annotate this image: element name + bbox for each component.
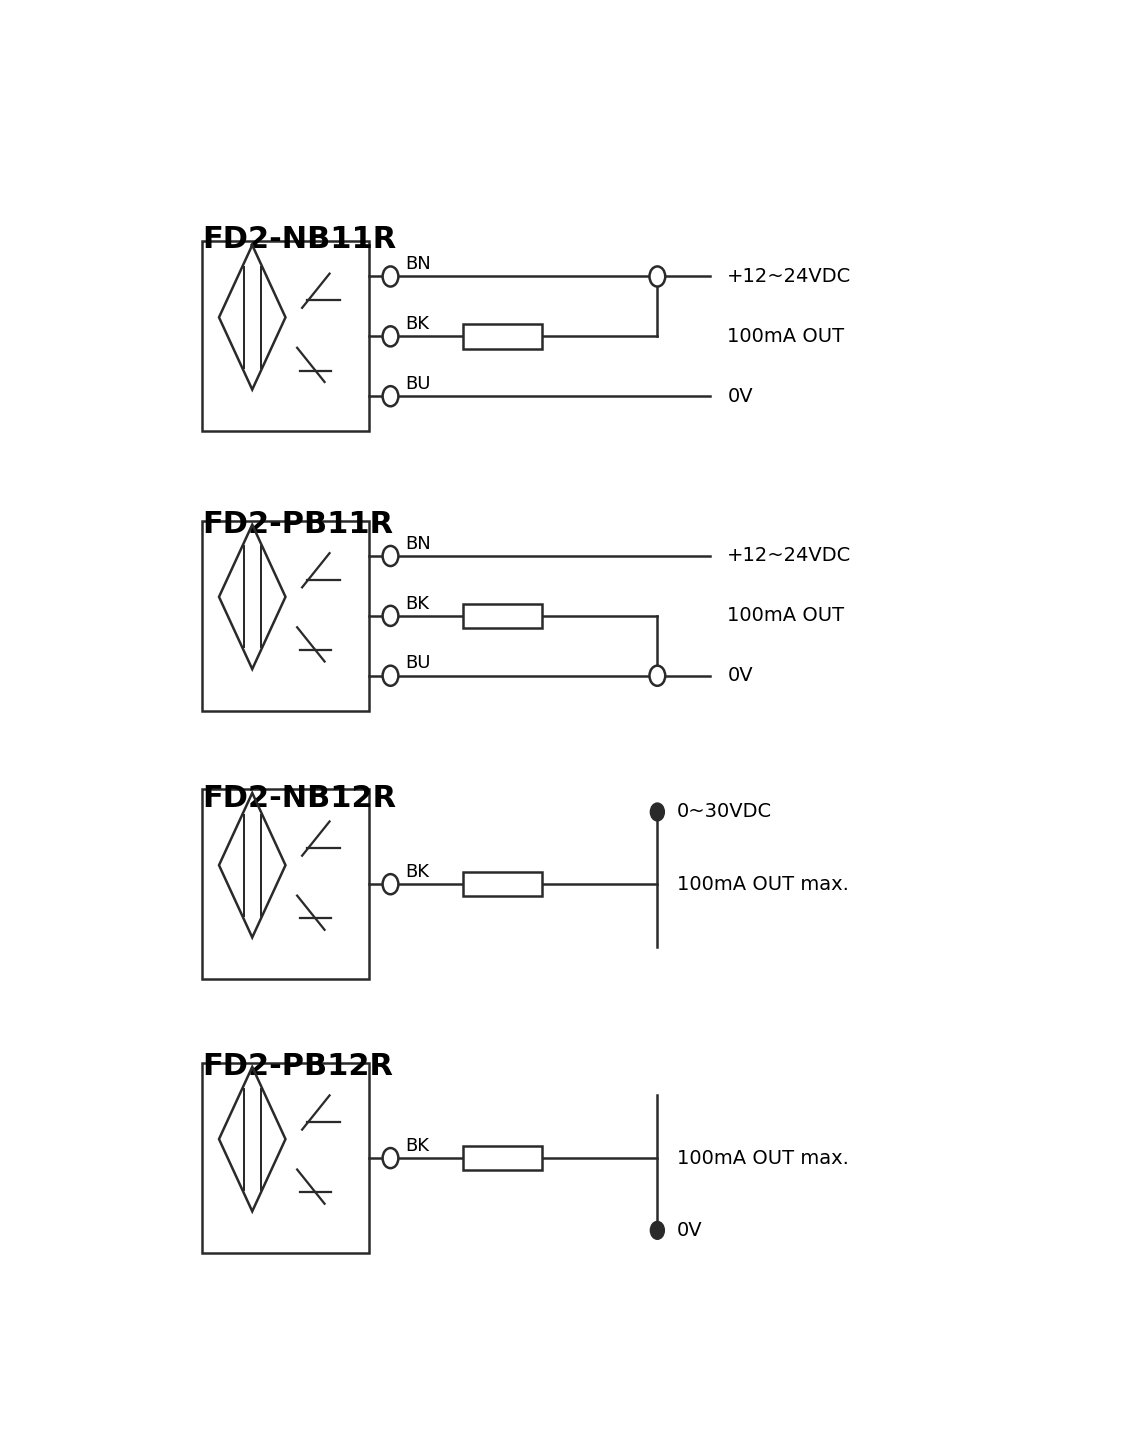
Bar	[463, 871, 542, 896]
Circle shape	[383, 266, 399, 286]
Text: 100mA OUT: 100mA OUT	[727, 607, 844, 626]
Circle shape	[383, 546, 399, 566]
Text: 0V: 0V	[676, 1221, 702, 1240]
Circle shape	[649, 665, 665, 685]
Circle shape	[383, 386, 399, 407]
Text: BU: BU	[405, 375, 431, 393]
Bar	[202, 790, 369, 979]
Text: FD2-NB12R: FD2-NB12R	[202, 784, 396, 813]
Text: BN: BN	[405, 256, 431, 273]
Text: BK: BK	[405, 862, 429, 881]
Text: 0~30VDC: 0~30VDC	[676, 803, 772, 822]
Text: BK: BK	[405, 1137, 429, 1154]
Bar	[463, 604, 542, 629]
Text: FD2-PB12R: FD2-PB12R	[202, 1051, 393, 1080]
Circle shape	[383, 327, 399, 347]
Text: 0V: 0V	[727, 386, 753, 405]
Text: BU: BU	[405, 655, 431, 672]
Text: FD2-NB11R: FD2-NB11R	[202, 225, 396, 254]
Circle shape	[383, 874, 399, 894]
Bar	[202, 1063, 369, 1253]
Text: +12~24VDC: +12~24VDC	[727, 546, 851, 565]
Text: BN: BN	[405, 534, 431, 553]
Circle shape	[650, 1221, 664, 1240]
Text: 100mA OUT: 100mA OUT	[727, 327, 844, 346]
Circle shape	[649, 266, 665, 286]
Circle shape	[650, 803, 664, 820]
Bar	[202, 241, 369, 431]
Text: BK: BK	[405, 594, 429, 613]
Text: 100mA OUT max.: 100mA OUT max.	[676, 1149, 849, 1167]
Circle shape	[383, 665, 399, 685]
Text: +12~24VDC: +12~24VDC	[727, 267, 851, 286]
Text: 0V: 0V	[727, 666, 753, 685]
Bar	[463, 1146, 542, 1170]
Text: 100mA OUT max.: 100mA OUT max.	[676, 874, 849, 893]
Bar	[202, 521, 369, 711]
Bar	[463, 324, 542, 348]
Circle shape	[383, 605, 399, 626]
Text: BK: BK	[405, 315, 429, 333]
Circle shape	[383, 1149, 399, 1169]
Text: FD2-PB11R: FD2-PB11R	[202, 510, 394, 539]
